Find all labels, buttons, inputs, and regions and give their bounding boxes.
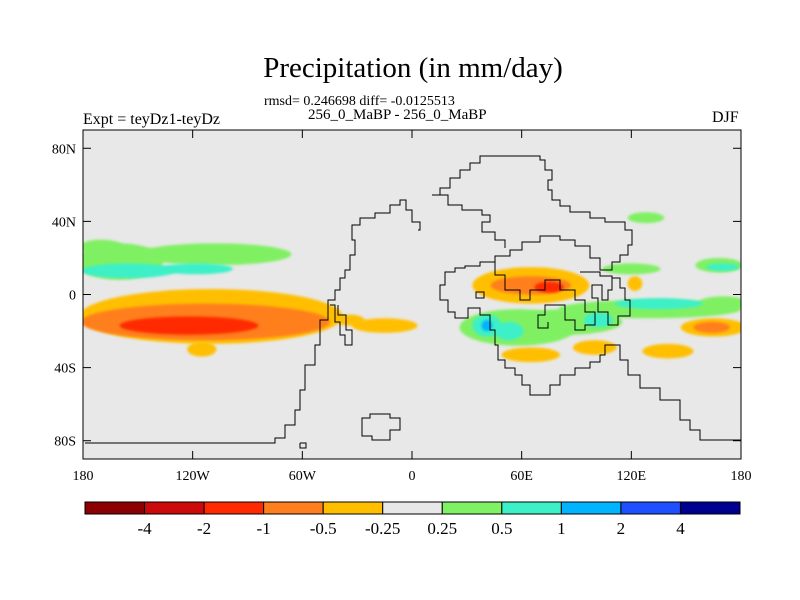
africa-outline [439, 271, 612, 396]
colorbar-label-5: 0.25 [427, 519, 457, 538]
y-tick-label-0: 80N [52, 142, 76, 157]
colorbar-box-3 [263, 501, 324, 515]
colorbar-box-10 [679, 501, 741, 515]
contour-region-19 [494, 321, 524, 341]
contour-region-17 [697, 296, 741, 311]
contour-region-3 [83, 263, 177, 279]
colorbar-label-2: -1 [257, 519, 271, 538]
chart-subtitle: 256_0_MaBP - 256_0_MaBP [308, 107, 487, 123]
experiment-label: Expt = teyDz1-teyDz [83, 111, 220, 128]
colorbar-label-8: 2 [617, 519, 626, 538]
contour-region-7 [119, 316, 259, 335]
x-tick-label-4: 60E [510, 469, 533, 484]
colorbar-label-3: -0.5 [310, 519, 337, 538]
contour-region-32 [706, 263, 740, 271]
contour-region-13 [534, 281, 564, 293]
contour-region-24 [693, 321, 731, 333]
south-america-east [330, 304, 353, 346]
x-tick-label-5: 120E [617, 469, 647, 484]
colorbar-label-6: 0.5 [491, 519, 512, 538]
continent-outlines [85, 155, 741, 449]
colorbar-box-8 [560, 501, 622, 515]
colorbar-box-6 [441, 501, 503, 515]
eurasia-outline [432, 155, 633, 273]
colorbar-box-4 [322, 501, 384, 515]
x-tick-label-0: 180 [73, 469, 94, 484]
india-outline [537, 304, 555, 329]
southeast-asia [580, 271, 631, 326]
axes: 180 120W 60W 0 60E 120E 180 80N 40N 0 40S 80S [52, 130, 752, 484]
x-tick-label-6: 180 [731, 469, 752, 484]
y-tick-label-1: 40N [52, 215, 76, 230]
season-label: DJF [712, 109, 739, 126]
colorbar-label-1: -2 [197, 519, 211, 538]
contour-region-21 [583, 312, 614, 328]
colorbar-label-9: 4 [676, 519, 685, 538]
y-tick-label-4: 80S [54, 435, 76, 450]
contour-region-30 [602, 263, 661, 275]
africa-lake [475, 291, 485, 299]
colorbar-box-0 [84, 501, 146, 515]
antarctic-island [361, 413, 401, 441]
contour-region-25 [642, 343, 694, 359]
contour-region-4 [159, 263, 233, 275]
contour-region-22 [481, 320, 493, 332]
colorbar-box-7 [501, 501, 562, 515]
x-tick-label-2: 60W [289, 469, 317, 484]
south-america-tip [299, 442, 307, 449]
contour-region-9 [351, 318, 418, 333]
y-tick-label-2: 0 [69, 289, 76, 304]
contour-region-26 [572, 340, 617, 355]
colorbar: -4 -2 -1 -0.5 -0.25 0.25 0.5 1 2 4 [84, 501, 741, 538]
colorbar-box-5 [382, 501, 443, 515]
contour-region-10 [335, 314, 365, 326]
australia-outline [612, 344, 741, 441]
chart-title: Precipitation (in mm/day) [263, 52, 563, 84]
contour-region-2 [83, 239, 124, 255]
contour-region-20 [614, 298, 703, 310]
x-tick-label-3: 0 [409, 469, 416, 484]
colorbar-label-4: -0.25 [365, 519, 400, 538]
colorbar-label-7: 1 [557, 519, 566, 538]
colorbar-box-2 [203, 501, 265, 515]
europe-peninsula [432, 194, 506, 248]
contour-region-27 [501, 347, 561, 363]
y-tick-label-3: 40S [54, 362, 76, 377]
chart-stats: rmsd= 0.246698 diff= -0.0125513 [264, 94, 455, 109]
contour-region-29 [627, 212, 665, 224]
contour-region-28 [627, 276, 643, 291]
contour-region-1 [137, 243, 292, 266]
contour-region-8 [187, 342, 217, 357]
colorbar-box-9 [620, 501, 681, 515]
colorbar-label-0: -4 [137, 519, 152, 538]
colorbar-box-1 [144, 501, 205, 515]
americas-outline [85, 199, 421, 444]
x-tick-label-1: 120W [176, 469, 211, 484]
arabia-outline [494, 262, 596, 331]
